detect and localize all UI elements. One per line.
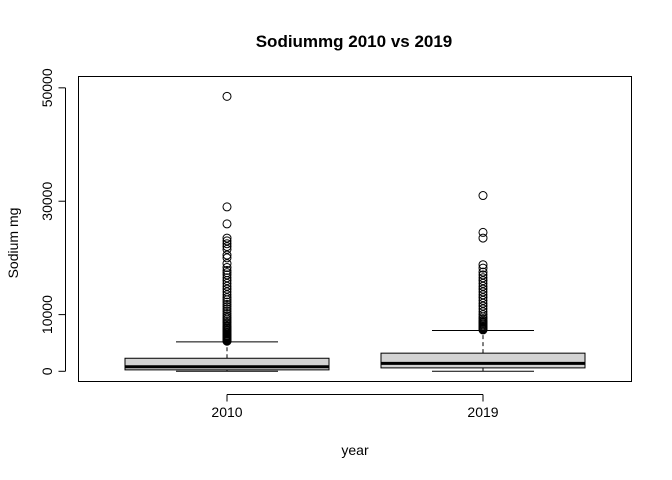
outlier-point — [222, 281, 232, 291]
outlier-point — [478, 293, 488, 303]
outlier-point — [222, 293, 232, 303]
boxes-layer — [124, 91, 586, 372]
outlier-point — [222, 304, 232, 314]
box-group — [124, 91, 330, 372]
y-axis-label: Sodium mg — [5, 208, 21, 279]
y-tick-label: 30000 — [39, 182, 55, 221]
outlier-point — [478, 284, 488, 294]
box-group — [380, 191, 586, 372]
outlier-point — [222, 250, 232, 260]
outlier-point — [222, 242, 232, 252]
iqr-box — [124, 357, 330, 371]
y-tick-label: 0 — [39, 367, 55, 375]
outlier-point — [222, 259, 232, 269]
outlier-point — [478, 278, 488, 288]
outlier-point — [478, 267, 488, 277]
x-axis: 2010 2019 — [211, 394, 499, 420]
outlier-point — [222, 297, 232, 307]
outlier-point — [478, 263, 488, 273]
outlier-point — [478, 307, 488, 317]
outlier-point — [478, 276, 488, 286]
outlier-point — [222, 239, 232, 249]
iqr-box — [380, 352, 586, 369]
outlier-point — [222, 236, 232, 246]
y-tick-label: 50000 — [39, 68, 55, 107]
outlier-point — [478, 191, 488, 201]
outlier-point — [222, 284, 232, 294]
outlier-point — [478, 281, 488, 291]
y-axis: 0 10000 30000 50000 — [39, 68, 66, 375]
outlier-point — [222, 253, 232, 263]
outlier-point — [222, 308, 232, 318]
outlier-point — [222, 270, 232, 280]
outlier-point — [222, 287, 232, 297]
outlier-point — [222, 273, 232, 283]
outlier-point — [478, 298, 488, 308]
outlier-point — [478, 270, 488, 280]
outlier-point — [478, 304, 488, 314]
outlier-point — [222, 290, 232, 300]
outlier-point — [478, 233, 488, 243]
x-tick-label: 2019 — [467, 404, 498, 420]
outlier-point — [222, 202, 232, 212]
outlier-point — [478, 287, 488, 297]
outlier-point — [478, 273, 488, 283]
outlier-point — [478, 227, 488, 237]
outlier-point — [478, 310, 488, 320]
outlier-point — [478, 295, 488, 305]
x-tick-label: 2010 — [211, 404, 242, 420]
y-tick-label: 10000 — [39, 295, 55, 334]
outlier-point — [222, 302, 232, 312]
outlier-point — [478, 260, 488, 270]
outlier-point — [222, 311, 232, 321]
outlier-point — [222, 219, 232, 229]
outlier-point — [478, 290, 488, 300]
outlier-point — [222, 91, 232, 101]
plot-frame — [78, 76, 632, 382]
outlier-point — [222, 263, 232, 273]
outlier-point — [478, 301, 488, 311]
outlier-point — [222, 233, 232, 243]
outlier-point — [222, 278, 232, 288]
chart-title: Sodiummg 2010 vs 2019 — [256, 32, 453, 51]
x-axis-label: year — [341, 442, 369, 458]
outlier-point — [222, 299, 232, 309]
outlier-point — [222, 268, 232, 278]
outlier-point — [222, 265, 232, 275]
outlier-point — [222, 306, 232, 316]
outlier-point — [222, 244, 232, 254]
